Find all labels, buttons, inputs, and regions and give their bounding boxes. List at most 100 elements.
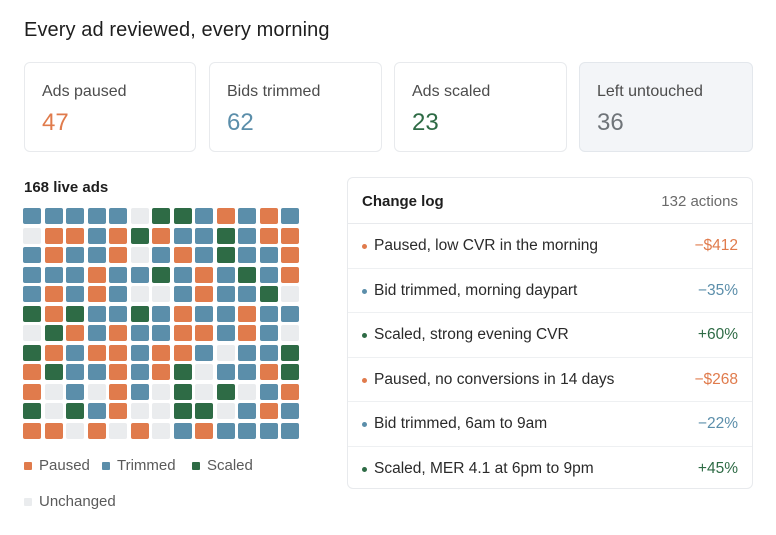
log-row-text: Bid trimmed, morning daypart xyxy=(374,281,578,299)
ad-cell-paused xyxy=(109,364,127,380)
action-count: 132 actions xyxy=(661,193,738,210)
ad-cell-trimmed xyxy=(87,403,106,419)
ad-cell-scaled xyxy=(130,305,149,322)
ad-cell-trimmed xyxy=(109,266,127,283)
ad-cell-paused xyxy=(44,422,63,439)
ad-cell-trimmed xyxy=(23,286,41,302)
ad-cell-paused xyxy=(23,383,41,400)
log-row-text: Scaled, MER 4.1 at 6pm to 9pm xyxy=(374,459,594,477)
log-row-amount: −22% xyxy=(697,415,738,432)
ad-cell-trimmed xyxy=(66,383,84,400)
ad-cell-unchanged xyxy=(130,208,149,224)
ad-cell-paused xyxy=(281,227,299,244)
ad-cell-paused xyxy=(281,383,299,400)
ad-cell-trimmed xyxy=(281,422,299,439)
ad-cell-paused xyxy=(152,227,170,244)
ad-cell-scaled xyxy=(152,208,170,224)
ad-cell-paused xyxy=(87,422,106,439)
ad-cell-trimmed xyxy=(259,325,278,341)
legend-paused: Paused xyxy=(24,457,90,474)
log-row[interactable]: Scaled, strong evening CVR +60% xyxy=(348,313,752,358)
ad-cell-trimmed xyxy=(281,305,299,322)
log-row[interactable]: Scaled, MER 4.1 at 6pm to 9pm +45% xyxy=(348,447,752,492)
stat-card-trimmed: Bids trimmed 62 xyxy=(209,62,382,152)
ad-cell-trimmed xyxy=(130,364,149,380)
ad-cell-scaled xyxy=(216,383,235,400)
ad-cell-trimmed xyxy=(109,305,127,322)
ad-cell-trimmed xyxy=(238,247,256,263)
ad-cell-trimmed xyxy=(87,247,106,263)
ad-cell-paused xyxy=(152,344,170,361)
ad-cell-unchanged xyxy=(216,344,235,361)
log-row[interactable]: Paused, low CVR in the morning −$412 xyxy=(348,224,752,269)
ad-cell-paused xyxy=(44,305,63,322)
ad-cell-scaled xyxy=(173,403,192,419)
ad-cell-unchanged xyxy=(152,286,170,302)
ad-cell-trimmed xyxy=(195,227,213,244)
log-row[interactable]: Bid trimmed, morning daypart −35% xyxy=(348,269,752,313)
ad-cell-scaled xyxy=(152,266,170,283)
ad-cell-trimmed xyxy=(66,344,84,361)
ad-cell-trimmed xyxy=(87,305,106,322)
ad-cell-unchanged xyxy=(281,325,299,341)
log-row[interactable]: Paused, no conversions in 14 days −$268 xyxy=(348,358,752,402)
ad-cell-trimmed xyxy=(23,208,41,224)
ad-cell-scaled xyxy=(259,286,278,302)
ad-cell-scaled xyxy=(238,266,256,283)
ad-cell-unchanged xyxy=(152,422,170,439)
ad-cell-scaled xyxy=(23,344,41,361)
stat-value: 47 xyxy=(42,109,69,136)
log-row-amount: −$268 xyxy=(694,370,738,388)
ad-cell-scaled xyxy=(281,364,299,380)
ad-cell-trimmed xyxy=(195,344,213,361)
ad-cell-unchanged xyxy=(238,383,256,400)
ad-cell-trimmed xyxy=(87,227,106,244)
legend-label: Unchanged xyxy=(39,493,116,510)
ad-cell-trimmed xyxy=(109,208,127,224)
ad-cell-unchanged xyxy=(44,383,63,400)
stat-label: Ads paused xyxy=(42,83,127,100)
ad-cell-unchanged xyxy=(130,403,149,419)
ad-cell-trimmed xyxy=(130,383,149,400)
paused-dot-icon xyxy=(362,244,367,249)
ad-cell-paused xyxy=(195,266,213,283)
ad-cell-scaled xyxy=(23,305,41,322)
ad-cell-paused xyxy=(23,364,41,380)
ad-cell-paused xyxy=(259,227,278,244)
log-row-amount: +45% xyxy=(697,459,738,477)
change-log-panel: Change log 132 actions Paused, low CVR i… xyxy=(347,177,753,489)
ad-cell-unchanged xyxy=(87,383,106,400)
trimmed-dot-icon xyxy=(362,288,367,294)
ad-cell-trimmed xyxy=(259,247,278,263)
ad-cell-unchanged xyxy=(195,383,213,400)
scaled-dot-icon xyxy=(362,466,367,472)
log-row[interactable]: Bid trimmed, 6am to 9am −22% xyxy=(348,402,752,447)
ad-cell-trimmed xyxy=(173,227,192,244)
ad-cell-paused xyxy=(281,247,299,263)
ad-cell-paused xyxy=(195,286,213,302)
ad-cell-paused xyxy=(173,247,192,263)
ad-cell-scaled xyxy=(281,344,299,361)
log-row-amount: −$412 xyxy=(694,237,738,254)
ad-cell-trimmed xyxy=(238,227,256,244)
ad-cell-paused xyxy=(66,227,84,244)
ad-cell-trimmed xyxy=(66,364,84,380)
ad-cell-trimmed xyxy=(152,247,170,263)
ad-cell-trimmed xyxy=(216,364,235,380)
ad-cell-trimmed xyxy=(281,208,299,224)
ad-cell-trimmed xyxy=(66,286,84,302)
ad-cell-scaled xyxy=(195,403,213,419)
ad-cell-trimmed xyxy=(109,286,127,302)
legend-trimmed: Trimmed xyxy=(102,457,176,474)
ad-cell-paused xyxy=(109,325,127,341)
ad-cell-trimmed xyxy=(238,208,256,224)
ad-cell-unchanged xyxy=(23,227,41,244)
ad-cell-trimmed xyxy=(173,422,192,439)
ad-cell-trimmed xyxy=(173,286,192,302)
ad-cell-scaled xyxy=(130,227,149,244)
ad-cell-trimmed xyxy=(216,422,235,439)
ad-cell-trimmed xyxy=(87,208,106,224)
scaled-swatch xyxy=(192,461,200,470)
ad-cell-paused xyxy=(44,286,63,302)
ad-cell-trimmed xyxy=(66,208,84,224)
